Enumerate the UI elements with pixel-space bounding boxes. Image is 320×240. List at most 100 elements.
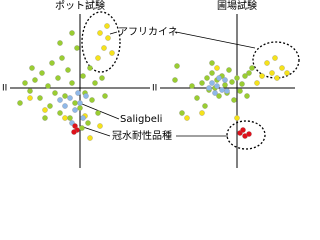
point (222, 82, 228, 88)
point (57, 110, 63, 116)
point (274, 75, 280, 81)
point (244, 93, 250, 99)
point (74, 45, 80, 51)
point (87, 135, 93, 141)
point (102, 93, 108, 99)
point (72, 100, 78, 106)
point (67, 95, 73, 101)
point (202, 103, 208, 109)
point (57, 97, 63, 103)
point (199, 80, 205, 86)
point (222, 77, 228, 83)
point (45, 83, 51, 89)
point (242, 73, 248, 79)
point (246, 70, 252, 76)
leader-line (109, 31, 118, 35)
point (237, 88, 243, 94)
point (269, 70, 275, 76)
point (87, 65, 93, 71)
figure: アフリカイネ Saligbeli 冠水耐性品種 ポット試験 II 圃場試験 II (2, 0, 300, 168)
point (229, 79, 235, 85)
point (92, 80, 98, 86)
point (79, 125, 85, 131)
point (67, 115, 73, 121)
point (27, 88, 33, 94)
highlight-ellipse (81, 11, 121, 73)
point (234, 115, 240, 121)
point (212, 90, 218, 96)
point (172, 77, 178, 83)
point (42, 115, 48, 121)
point (259, 73, 265, 79)
leader-line (79, 125, 111, 137)
point (224, 88, 230, 94)
point (209, 70, 215, 76)
point (240, 127, 246, 133)
point (109, 50, 115, 56)
point (89, 97, 95, 103)
point (194, 95, 200, 101)
point (184, 115, 190, 121)
point (62, 103, 68, 109)
axis-label: II (2, 84, 7, 94)
point (65, 67, 71, 73)
point (49, 60, 55, 66)
point (69, 30, 75, 36)
point (17, 100, 23, 106)
point (246, 131, 252, 137)
chart-title: ポット試験 (55, 0, 105, 12)
point (69, 80, 75, 86)
point (83, 93, 89, 99)
point (189, 83, 195, 89)
point (80, 115, 86, 121)
point (216, 75, 222, 81)
point (264, 60, 270, 66)
point (27, 95, 33, 101)
point (72, 107, 78, 113)
point (62, 115, 68, 121)
point (206, 85, 212, 91)
axis-label: II (152, 84, 157, 94)
point (77, 105, 83, 111)
point (29, 65, 35, 71)
point (105, 35, 111, 41)
point (226, 67, 232, 73)
point (32, 77, 38, 83)
point (219, 87, 225, 93)
point (77, 100, 83, 106)
annotation: 冠水耐性品種 (112, 129, 172, 142)
annotation: アフリカイネ (118, 26, 178, 38)
point (95, 110, 101, 116)
point (52, 90, 58, 96)
point (71, 129, 77, 135)
point (80, 73, 86, 79)
point (42, 107, 48, 113)
point (97, 30, 103, 36)
point (174, 63, 180, 69)
point (37, 95, 43, 101)
point (101, 45, 107, 51)
point (234, 75, 240, 81)
point (47, 103, 53, 109)
point (209, 60, 215, 66)
point (97, 123, 103, 129)
point (55, 75, 61, 81)
point (214, 83, 220, 89)
point (85, 120, 91, 126)
point (75, 90, 81, 96)
point (104, 23, 110, 29)
point (99, 75, 105, 81)
leader-line (175, 31, 256, 49)
point (62, 93, 68, 99)
point (209, 80, 215, 86)
chart-title: 圃場試験 (217, 0, 257, 12)
point (95, 55, 101, 61)
point (216, 93, 222, 99)
leader-line (81, 103, 120, 120)
point (214, 65, 220, 71)
point (254, 80, 260, 86)
point (231, 97, 237, 103)
point (59, 55, 65, 61)
annotation: Saligbeli (120, 114, 162, 125)
point (57, 40, 63, 46)
